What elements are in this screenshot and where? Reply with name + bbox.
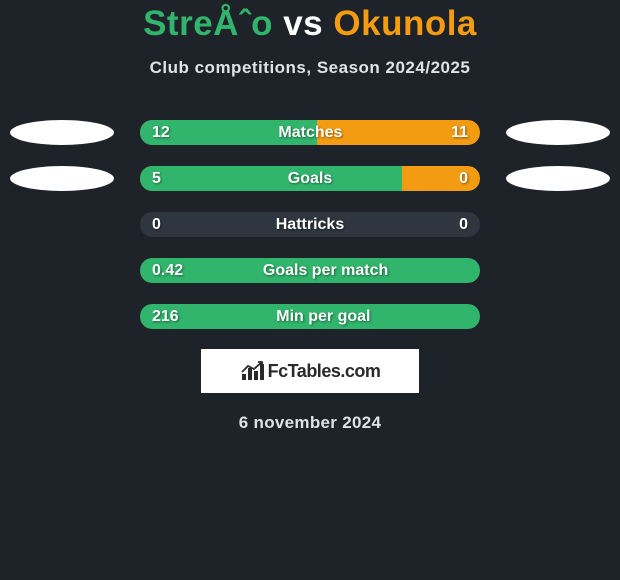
page-title: StreÅˆo vs Okunola xyxy=(0,4,620,44)
stat-row-gpm: 0.42Goals per match xyxy=(0,258,620,283)
subtitle: Club competitions, Season 2024/2025 xyxy=(0,58,620,78)
stat-row-mpg: 216Min per goal xyxy=(0,304,620,329)
right-value: 0 xyxy=(459,170,468,188)
stat-row-goals: 5Goals0 xyxy=(0,166,620,191)
left-ellipse xyxy=(10,120,114,145)
stat-label: Goals xyxy=(161,170,459,188)
right-value: 0 xyxy=(459,216,468,234)
title-left: StreÅˆo xyxy=(143,4,273,43)
title-right: Okunola xyxy=(333,4,477,43)
left-value: 5 xyxy=(152,170,161,188)
left-value: 12 xyxy=(152,124,170,142)
page-root: StreÅˆo vs Okunola Club competitions, Se… xyxy=(0,0,620,433)
bar-text: 0Hattricks0 xyxy=(140,212,480,237)
stat-bar-goals: 5Goals0 xyxy=(140,166,480,191)
stat-bar-gpm: 0.42Goals per match xyxy=(140,258,480,283)
right-value: 11 xyxy=(451,124,468,142)
stat-bar-matches: 12Matches11 xyxy=(140,120,480,145)
right-ellipse-spacer xyxy=(506,304,610,329)
bar-text: 5Goals0 xyxy=(140,166,480,191)
stat-row-hattricks: 0Hattricks0 xyxy=(0,212,620,237)
left-value: 216 xyxy=(152,308,179,326)
logo-inner: FcTables.com xyxy=(240,360,381,382)
stat-rows: 12Matches115Goals00Hattricks00.42Goals p… xyxy=(0,120,620,329)
stat-label: Hattricks xyxy=(161,216,459,234)
left-value: 0.42 xyxy=(152,262,183,280)
logo-text: FcTables.com xyxy=(268,361,381,382)
stat-label: Goals per match xyxy=(183,262,468,280)
right-ellipse-spacer xyxy=(506,212,610,237)
bar-text: 12Matches11 xyxy=(140,120,480,145)
stat-label: Min per goal xyxy=(179,308,468,326)
right-ellipse xyxy=(506,166,610,191)
right-ellipse xyxy=(506,120,610,145)
right-ellipse-spacer xyxy=(506,258,610,283)
left-ellipse-spacer xyxy=(10,304,114,329)
left-ellipse-spacer xyxy=(10,212,114,237)
stat-row-matches: 12Matches11 xyxy=(0,120,620,145)
bar-text: 0.42Goals per match xyxy=(140,258,480,283)
footer-date: 6 november 2024 xyxy=(0,413,620,433)
left-value: 0 xyxy=(152,216,161,234)
title-vs: vs xyxy=(273,4,333,43)
stat-bar-mpg: 216Min per goal xyxy=(140,304,480,329)
left-ellipse xyxy=(10,166,114,191)
bar-text: 216Min per goal xyxy=(140,304,480,329)
chart-icon xyxy=(240,360,264,382)
stat-label: Matches xyxy=(170,124,451,142)
left-ellipse-spacer xyxy=(10,258,114,283)
stat-bar-hattricks: 0Hattricks0 xyxy=(140,212,480,237)
logo-card[interactable]: FcTables.com xyxy=(201,349,419,393)
